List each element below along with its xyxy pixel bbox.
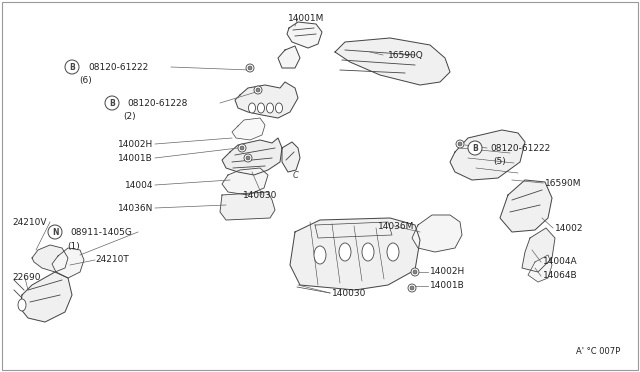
Circle shape [468, 141, 482, 155]
Text: 14064B: 14064B [543, 272, 578, 280]
Polygon shape [32, 245, 68, 272]
Polygon shape [290, 218, 420, 290]
Polygon shape [412, 215, 462, 252]
Text: 16590M: 16590M [545, 179, 582, 187]
Ellipse shape [248, 103, 255, 113]
Ellipse shape [387, 243, 399, 261]
Circle shape [105, 96, 119, 110]
Ellipse shape [18, 299, 26, 311]
Polygon shape [450, 130, 525, 180]
Polygon shape [222, 138, 282, 175]
Polygon shape [335, 38, 450, 85]
Circle shape [240, 146, 244, 150]
Text: 14004: 14004 [125, 180, 153, 189]
Text: 08120-61222: 08120-61222 [490, 144, 550, 153]
Polygon shape [220, 192, 275, 220]
Ellipse shape [314, 246, 326, 264]
Text: 140030: 140030 [332, 289, 366, 298]
Text: 14004A: 14004A [543, 257, 578, 266]
Text: 14036M: 14036M [378, 221, 414, 231]
Text: B: B [472, 144, 478, 153]
Text: 24210V: 24210V [12, 218, 47, 227]
Polygon shape [232, 118, 265, 140]
Text: 14001M: 14001M [288, 13, 324, 22]
Circle shape [246, 156, 250, 160]
Text: B: B [109, 99, 115, 108]
Text: 22690: 22690 [12, 273, 40, 282]
Text: 08911-1405G: 08911-1405G [70, 228, 132, 237]
Text: 140030: 140030 [243, 190, 277, 199]
Circle shape [458, 142, 462, 146]
Text: N: N [52, 228, 58, 237]
Ellipse shape [257, 103, 264, 113]
Circle shape [408, 284, 416, 292]
Text: C: C [293, 170, 299, 180]
Circle shape [254, 86, 262, 94]
Text: 14001B: 14001B [430, 282, 465, 291]
Circle shape [246, 64, 254, 72]
Polygon shape [282, 142, 300, 172]
Text: (6): (6) [79, 76, 92, 84]
Circle shape [411, 268, 419, 276]
Ellipse shape [266, 103, 273, 113]
Polygon shape [522, 228, 555, 272]
Text: B: B [69, 62, 75, 71]
Circle shape [65, 60, 79, 74]
Text: 24210T: 24210T [95, 256, 129, 264]
Polygon shape [20, 272, 72, 322]
Polygon shape [500, 180, 552, 232]
Ellipse shape [275, 103, 282, 113]
Polygon shape [222, 168, 268, 195]
Circle shape [456, 140, 464, 148]
Circle shape [238, 144, 246, 152]
Circle shape [413, 270, 417, 274]
Polygon shape [528, 255, 552, 282]
Text: A' °C 007P: A' °C 007P [576, 347, 620, 356]
Polygon shape [287, 22, 322, 48]
Text: 16590Q: 16590Q [388, 51, 424, 60]
Polygon shape [235, 82, 298, 118]
Text: 14002H: 14002H [430, 267, 465, 276]
Text: 14001B: 14001B [118, 154, 153, 163]
Text: 14036N: 14036N [118, 203, 153, 212]
Circle shape [256, 88, 260, 92]
Text: (2): (2) [124, 112, 136, 121]
Text: 08120-61222: 08120-61222 [88, 62, 148, 71]
Text: 14002H: 14002H [118, 140, 153, 148]
Polygon shape [278, 46, 300, 68]
Text: (5): (5) [493, 157, 506, 166]
Text: 14002: 14002 [555, 224, 584, 232]
Text: 08120-61228: 08120-61228 [127, 99, 188, 108]
Ellipse shape [362, 243, 374, 261]
Text: (1): (1) [68, 241, 81, 250]
Circle shape [248, 66, 252, 70]
Polygon shape [52, 248, 84, 278]
Ellipse shape [339, 243, 351, 261]
Circle shape [48, 225, 62, 239]
Circle shape [244, 154, 252, 162]
Circle shape [410, 286, 414, 290]
